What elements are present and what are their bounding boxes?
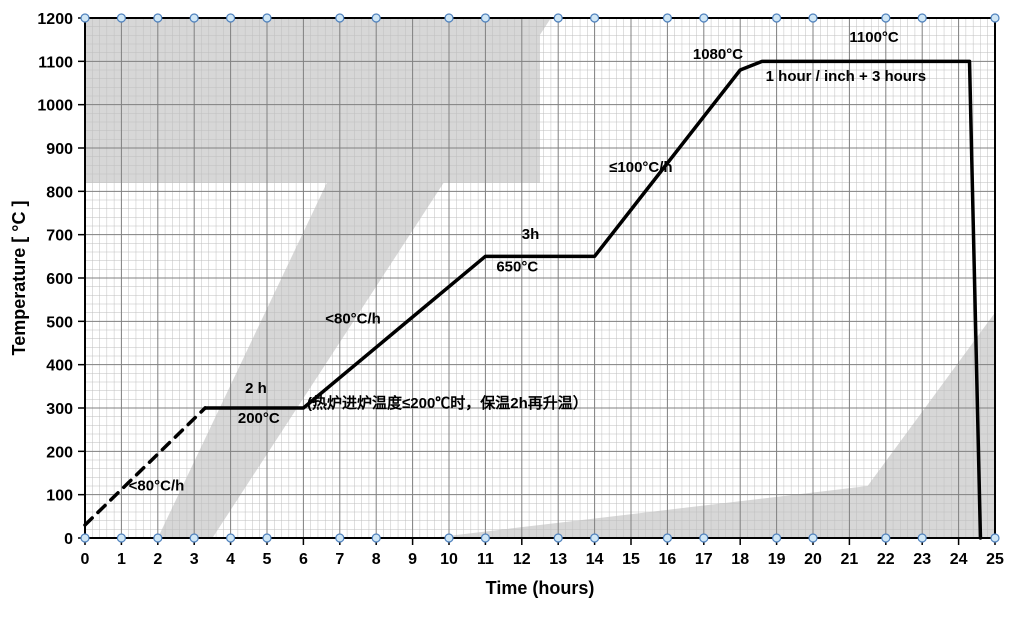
marker-top — [372, 14, 380, 22]
x-tick-label: 12 — [513, 551, 531, 568]
x-tick-label: 16 — [659, 551, 677, 568]
x-axis-label: Time (hours) — [486, 578, 595, 598]
annotation-a_650c: 650°C — [496, 259, 538, 276]
marker-top — [809, 14, 817, 22]
marker-top — [227, 14, 235, 22]
y-tick-label: 300 — [46, 401, 73, 418]
marker-bottom — [591, 534, 599, 542]
marker-bottom — [700, 534, 708, 542]
marker-bottom — [117, 534, 125, 542]
grid — [85, 18, 995, 538]
x-tick-label: 23 — [913, 551, 931, 568]
annotation-a_rate2: <80°C/h — [325, 311, 381, 328]
annotation-a_3h: 3h — [522, 226, 540, 243]
marker-top — [154, 14, 162, 22]
annotation-a_note: (热炉进炉温度≤200℃时，保温2h再升温） — [307, 394, 588, 412]
y-tick-label: 200 — [46, 444, 73, 461]
marker-top — [554, 14, 562, 22]
marker-top — [663, 14, 671, 22]
marker-top — [700, 14, 708, 22]
x-tick-label: 7 — [335, 551, 344, 568]
x-tick-label: 10 — [440, 551, 458, 568]
marker-top — [918, 14, 926, 22]
x-tick-label: 0 — [81, 551, 90, 568]
marker-bottom — [918, 534, 926, 542]
marker-bottom — [81, 534, 89, 542]
annotation-a_rate1: <80°C/h — [129, 477, 185, 494]
x-tick-label: 8 — [372, 551, 381, 568]
y-tick-label: 600 — [46, 271, 73, 288]
temperature-time-chart: 0123456789101112131415161718192021222324… — [0, 0, 1030, 627]
marker-top — [117, 14, 125, 22]
x-tick-label: 22 — [877, 551, 895, 568]
x-tick-label: 17 — [695, 551, 713, 568]
annotation-a_hold: 1 hour / inch + 3 hours — [766, 68, 926, 85]
annotation-a_1080: 1080°C — [693, 46, 743, 63]
marker-bottom — [445, 534, 453, 542]
x-tick-label: 13 — [549, 551, 567, 568]
y-tick-label: 700 — [46, 228, 73, 245]
marker-top — [991, 14, 999, 22]
y-tick-label: 1200 — [37, 11, 73, 28]
y-tick-label: 800 — [46, 184, 73, 201]
marker-bottom — [554, 534, 562, 542]
marker-bottom — [336, 534, 344, 542]
marker-bottom — [882, 534, 890, 542]
y-tick-label: 100 — [46, 488, 73, 505]
y-tick-label: 0 — [64, 531, 73, 548]
marker-top — [591, 14, 599, 22]
marker-bottom — [372, 534, 380, 542]
x-tick-label: 6 — [299, 551, 308, 568]
marker-top — [481, 14, 489, 22]
x-tick-label: 3 — [190, 551, 199, 568]
x-tick-label: 14 — [586, 551, 604, 568]
marker-bottom — [773, 534, 781, 542]
annotation-a_200c: 200°C — [238, 410, 280, 427]
y-tick-label: 1100 — [38, 54, 73, 71]
chart-svg: 0123456789101112131415161718192021222324… — [0, 0, 1030, 627]
x-tick-label: 19 — [768, 551, 786, 568]
x-tick-label: 11 — [477, 551, 494, 568]
annotation-a_1100: 1100°C — [849, 29, 899, 46]
y-tick-label: 1000 — [37, 98, 73, 115]
y-axis-label: Temperature [ °C ] — [9, 201, 29, 356]
y-tick-label: 500 — [46, 314, 73, 331]
annotation-a_2h: 2 h — [245, 380, 267, 397]
x-tick-label: 2 — [153, 551, 162, 568]
x-tick-label: 4 — [226, 551, 235, 568]
marker-top — [336, 14, 344, 22]
x-tick-label: 5 — [263, 551, 272, 568]
x-tick-label: 21 — [841, 551, 859, 568]
marker-top — [190, 14, 198, 22]
marker-bottom — [663, 534, 671, 542]
annotation-a_rate3: ≤100°C/h — [609, 159, 672, 176]
x-tick-label: 18 — [731, 551, 749, 568]
marker-bottom — [227, 534, 235, 542]
marker-top — [263, 14, 271, 22]
marker-bottom — [809, 534, 817, 542]
marker-top — [773, 14, 781, 22]
y-tick-label: 400 — [46, 358, 73, 375]
x-tick-label: 24 — [950, 551, 968, 568]
y-tick-label: 900 — [46, 141, 73, 158]
x-tick-label: 9 — [408, 551, 417, 568]
x-tick-label: 20 — [804, 551, 822, 568]
marker-bottom — [190, 534, 198, 542]
marker-bottom — [991, 534, 999, 542]
x-tick-label: 1 — [117, 551, 126, 568]
x-tick-label: 25 — [986, 551, 1004, 568]
x-tick-label: 15 — [622, 551, 640, 568]
marker-top — [81, 14, 89, 22]
marker-bottom — [263, 534, 271, 542]
marker-top — [882, 14, 890, 22]
marker-bottom — [481, 534, 489, 542]
marker-bottom — [154, 534, 162, 542]
marker-top — [445, 14, 453, 22]
